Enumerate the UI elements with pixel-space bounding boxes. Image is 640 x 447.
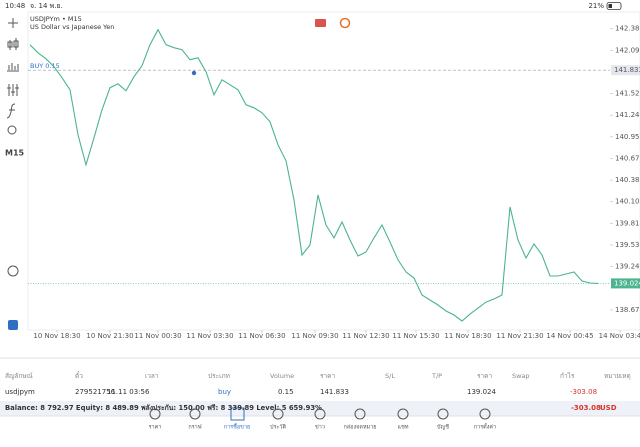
battery-icon	[606, 2, 622, 10]
nav-icon[interactable]	[314, 408, 326, 420]
chart-area	[27, 11, 640, 331]
left-toolbar	[6, 18, 19, 330]
chart-symbol: USDJPYm • M15	[30, 15, 82, 23]
buy-price-box	[611, 65, 640, 76]
status-date: จ. 14 พ.ย.	[30, 2, 63, 10]
crosshair-tool[interactable]	[8, 18, 18, 28]
y-tick-label: 140.955	[615, 133, 640, 141]
column-header: ตั๋ว	[75, 371, 83, 380]
y-tick-label: 141.240	[615, 111, 640, 119]
y-tick-label: 139.245	[615, 263, 640, 271]
nav-label[interactable]: กล่องจดหมาย	[343, 425, 376, 431]
x-tick-label: 11 Nov 00:30	[134, 332, 181, 340]
x-tick-label: 11 Nov 18:30	[444, 332, 491, 340]
cell: usdjpym	[5, 388, 35, 396]
nav-icon[interactable]	[354, 408, 366, 420]
function-tool[interactable]	[6, 103, 16, 119]
nav-icon[interactable]	[272, 408, 284, 420]
x-tick-label: 11 Nov 15:30	[392, 332, 439, 340]
x-tick-label: 11 Nov 06:30	[238, 332, 285, 340]
column-header: หมายเหตุ	[604, 372, 631, 380]
cell: 0.15	[278, 388, 294, 396]
y-tick-label: 139.530	[615, 241, 640, 249]
nav-label[interactable]: ข่าว	[315, 425, 325, 431]
cell: -303.08	[570, 388, 597, 396]
quick-icon[interactable]	[339, 17, 351, 29]
nav-label[interactable]: แชท	[398, 424, 409, 431]
column-header: S/L	[385, 372, 395, 380]
x-tick-label: 11 Nov 09:30	[291, 332, 338, 340]
cell: 279521756	[75, 388, 116, 396]
column-header: สัญลักษณ์	[5, 372, 33, 380]
chart-description: US Dollar vs Japanese Yen	[30, 23, 114, 31]
nav-icon[interactable]	[479, 408, 491, 420]
y-tick-label: 140.670	[615, 154, 640, 162]
y-tick-label: 142.380	[615, 25, 640, 33]
price-line	[29, 28, 599, 322]
balance-text: Balance: 8 792.97 Equity: 8 489.89 พลังป…	[5, 404, 322, 412]
column-header: ราคา	[320, 372, 335, 380]
column-header: T/P	[431, 372, 442, 380]
column-header: ประเภท	[208, 372, 230, 380]
buy-price-label: 141.833	[614, 66, 640, 74]
nav-icon[interactable]	[189, 408, 201, 420]
x-tick-label: 11 Nov 03:30	[186, 332, 233, 340]
x-tick-label: 10 Nov 21:30	[86, 332, 133, 340]
column-header: Volume	[270, 372, 294, 380]
entry-marker	[191, 70, 197, 76]
column-header: กำไร	[560, 372, 575, 380]
trade-button[interactable]	[8, 320, 18, 330]
volume-tool[interactable]	[7, 63, 19, 72]
buy-label: BUY 0.15	[30, 62, 60, 70]
battery-level	[608, 4, 612, 8]
timeframe[interactable]: M15	[5, 149, 25, 158]
cell: 139.024	[467, 388, 496, 396]
current-price-box	[611, 278, 640, 289]
nav-icon[interactable]	[437, 408, 449, 420]
cell: buy	[218, 388, 231, 396]
current-price-label: 139.024	[614, 279, 640, 287]
flag-icon[interactable]	[315, 19, 326, 27]
nav-label[interactable]: ราคา	[149, 425, 162, 431]
nav-label[interactable]: การตั้งค่า	[474, 423, 496, 431]
cell: 11.11 03:56	[107, 388, 150, 396]
nav-icon[interactable]	[397, 408, 409, 420]
nav-label[interactable]: บัญชี	[437, 424, 449, 431]
y-tick-label: 140.385	[615, 176, 640, 184]
y-tick-label: 141.525	[615, 90, 640, 98]
column-header: Swap	[512, 372, 530, 380]
zoom-tool[interactable]	[7, 265, 19, 277]
nav-label[interactable]: การซื้อขาย	[224, 423, 250, 431]
indicators-tool[interactable]	[7, 84, 19, 96]
x-tick-label: 11 Nov 12:30	[342, 332, 389, 340]
candles-tool[interactable]	[7, 38, 19, 50]
y-tick-label: 140.100	[615, 198, 640, 206]
nav-label[interactable]: กราฟ	[188, 424, 201, 431]
nav-label[interactable]: ประวัติ	[270, 424, 286, 431]
objects-tool[interactable]	[7, 125, 17, 135]
y-tick-label: 142.095	[615, 46, 640, 54]
x-tick-label: 10 Nov 18:30	[33, 332, 80, 340]
column-header: เวลา	[145, 372, 159, 380]
nav-icon[interactable]	[149, 408, 161, 420]
cell: 141.833	[320, 388, 349, 396]
x-tick-label: 11 Nov 21:30	[496, 332, 543, 340]
balance-total: -303.08	[571, 404, 601, 412]
status-time: 10:48	[5, 2, 25, 10]
y-tick-label: 139.815	[615, 219, 640, 227]
x-tick-label: 14 Nov 03:4	[599, 332, 640, 340]
status-battery: 21%	[588, 2, 604, 10]
column-header: ราคา	[477, 372, 492, 380]
y-tick-label: 138.675	[615, 306, 640, 314]
balance-currency: USD	[600, 404, 617, 412]
x-tick-label: 14 Nov 00:45	[546, 332, 593, 340]
nav-icon-active	[230, 407, 245, 421]
